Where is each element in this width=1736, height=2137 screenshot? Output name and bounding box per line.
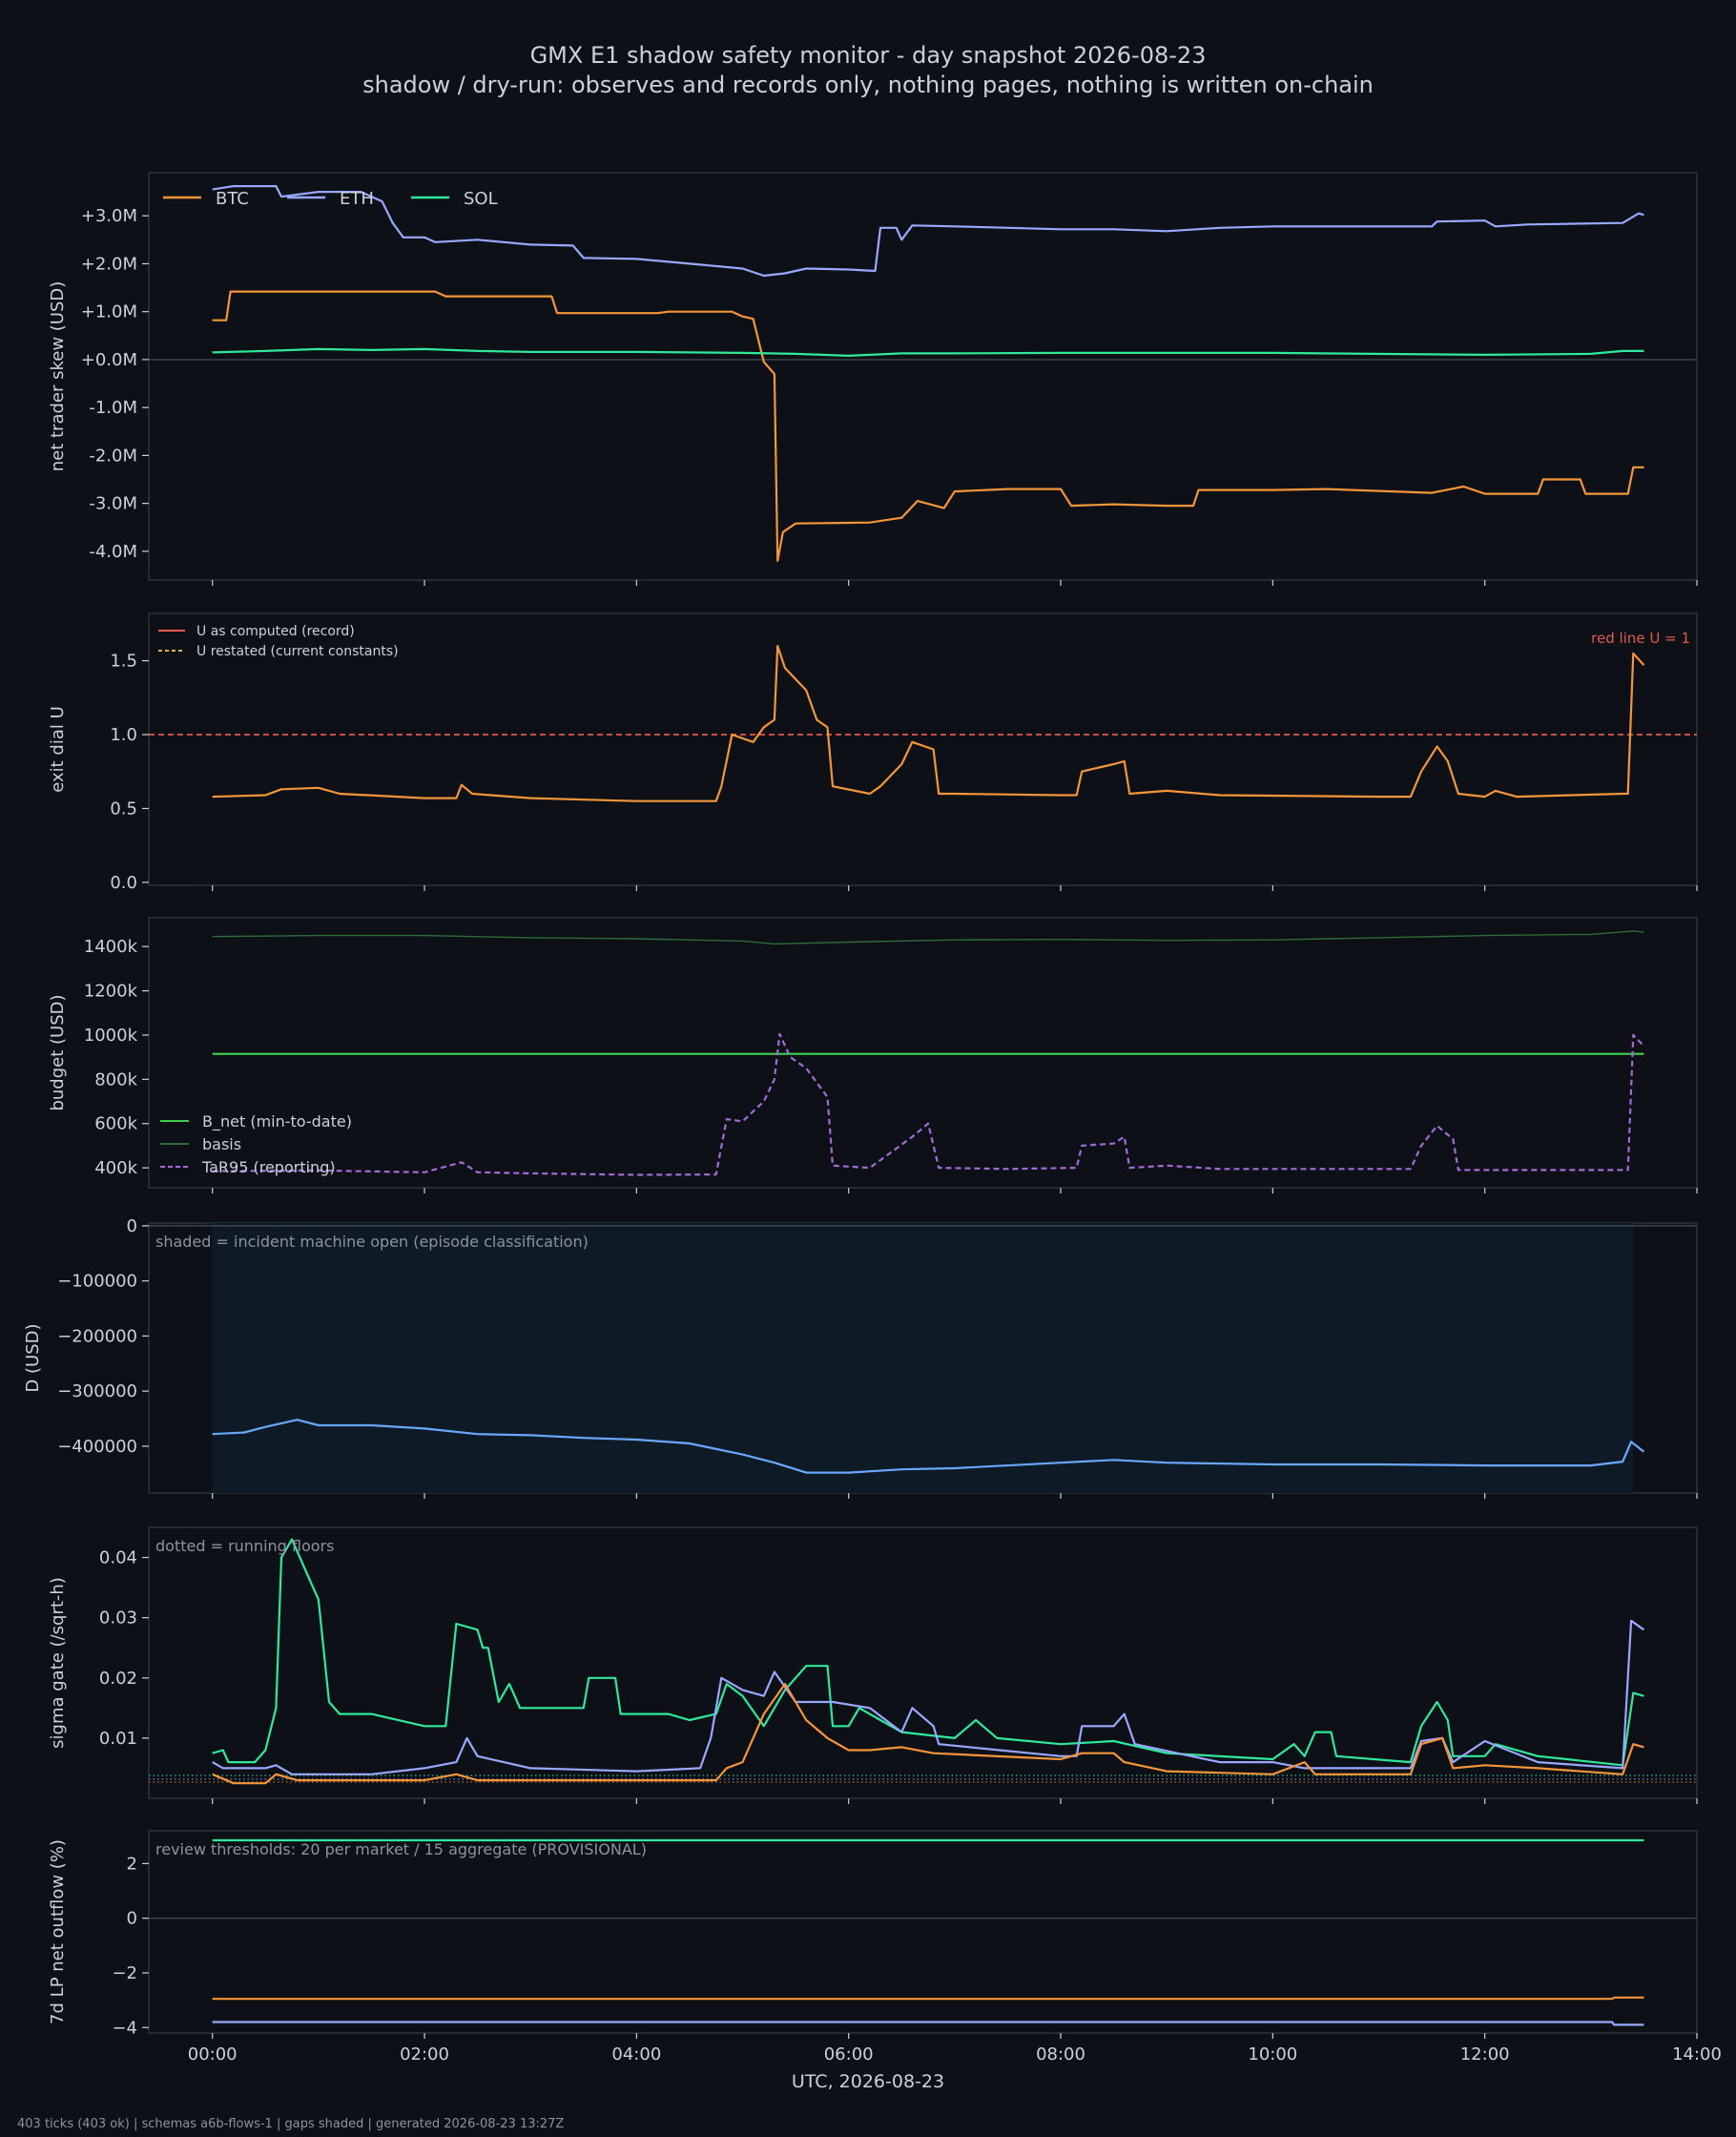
chart-title: GMX E1 shadow safety monitor - day snaps… bbox=[530, 42, 1207, 69]
x-tick-label: 12:00 bbox=[1460, 2044, 1510, 2064]
y-axis-label: exit dial U bbox=[48, 706, 68, 793]
y-axis-label: D (USD) bbox=[23, 1323, 43, 1392]
y-tick-label: -2.0M bbox=[89, 446, 137, 466]
series-line-sol bbox=[212, 1538, 1644, 1767]
y-tick-label: −100000 bbox=[57, 1272, 137, 1292]
x-tick-label: 02:00 bbox=[400, 2044, 449, 2064]
footer-status: 403 ticks (403 ok) | schemas a6b-flows-1… bbox=[17, 2117, 564, 2131]
panel-annotation: review thresholds: 20 per market / 15 ag… bbox=[155, 1840, 647, 1858]
y-tick-label: 1200k bbox=[84, 982, 138, 1002]
y-tick-label: −400000 bbox=[57, 1437, 137, 1457]
x-tick-label: 06:00 bbox=[824, 2044, 874, 2064]
x-tick-label: 14:00 bbox=[1672, 2044, 1722, 2064]
y-tick-label: 1.5 bbox=[110, 652, 137, 672]
y-tick-label: 800k bbox=[94, 1069, 137, 1089]
x-tick-label: 04:00 bbox=[611, 2044, 661, 2064]
y-tick-label: 1000k bbox=[84, 1026, 138, 1046]
series-line-basis bbox=[212, 930, 1644, 945]
y-tick-label: −2 bbox=[112, 1963, 137, 1983]
y-tick-label: 0.02 bbox=[99, 1669, 137, 1689]
y-tick-label: 600k bbox=[94, 1114, 137, 1134]
panel-annotation: shaded = incident machine open (episode … bbox=[155, 1233, 589, 1251]
series-line-eth bbox=[212, 1619, 1645, 1775]
legend-label: basis bbox=[202, 1135, 241, 1153]
series-line-eth bbox=[212, 2021, 1644, 2026]
panel-budget: 400k 600k 800k 1000k 1200k 1400k budget (USD) B… bbox=[48, 917, 1698, 1193]
y-tick-label: +0.0M bbox=[81, 350, 137, 370]
y-tick-label: 0.03 bbox=[99, 1608, 137, 1629]
y-axis-label: net trader skew (USD) bbox=[48, 281, 68, 472]
chart-subtitle: shadow / dry-run: observes and records o… bbox=[362, 72, 1374, 98]
x-tick-label: 00:00 bbox=[188, 2044, 238, 2064]
panel-frame bbox=[148, 1526, 1698, 1799]
series-line-sol bbox=[212, 347, 1644, 357]
y-tick-label: 1.0 bbox=[110, 725, 137, 745]
series-line-u bbox=[212, 645, 1645, 802]
red-line-label: red line U = 1 bbox=[1591, 630, 1690, 647]
panel-frame bbox=[148, 917, 1698, 1189]
panel-annotation: dotted = running floors bbox=[155, 1537, 334, 1555]
y-tick-label: -4.0M bbox=[89, 542, 137, 562]
y-axis-label: 7d LP net outflow (%) bbox=[48, 1839, 68, 2024]
panel-lp_outflow: 2 0 −2 −4 00:00 02:00 04:00 06:00 08:00 10:00 12:0… bbox=[48, 1830, 1722, 2064]
legend-label: U as computed (record) bbox=[196, 624, 355, 639]
y-tick-label: 0.04 bbox=[99, 1548, 137, 1568]
legend-label: B_net (min-to-date) bbox=[202, 1112, 352, 1131]
y-tick-label: +2.0M bbox=[81, 254, 137, 274]
y-tick-label: −4 bbox=[112, 2018, 137, 2038]
panel-frame bbox=[148, 172, 1698, 581]
y-tick-label: +3.0M bbox=[81, 206, 137, 226]
x-tick-label: 08:00 bbox=[1036, 2044, 1085, 2064]
y-tick-label: −200000 bbox=[57, 1326, 137, 1346]
legend-label: U restated (current constants) bbox=[196, 644, 399, 659]
y-tick-label: 1400k bbox=[84, 937, 138, 957]
y-tick-label: 0 bbox=[127, 1216, 137, 1236]
panels: +3.0M +2.0M +1.0M +0.0M -1.0M -2.0M -3.0M -4.0M… bbox=[23, 172, 1722, 2064]
x-tick-label: 10:00 bbox=[1248, 2044, 1297, 2064]
y-tick-label: 0 bbox=[127, 1909, 137, 1929]
y-tick-label: 2 bbox=[127, 1854, 137, 1874]
series-line-eth bbox=[212, 185, 1644, 278]
series-line-btc bbox=[212, 1683, 1644, 1785]
panel-exit_dial: 0.0 0.5 1.0 1.5 exit dial U red line U = 1 U a… bbox=[48, 612, 1698, 893]
panel-skew: +3.0M +2.0M +1.0M +0.0M -1.0M -2.0M -3.0M -4.0M… bbox=[48, 172, 1698, 586]
y-tick-label: 0.0 bbox=[110, 873, 137, 893]
legend-label: BTC bbox=[216, 189, 249, 209]
legend-label: ETH bbox=[340, 189, 374, 209]
y-axis-label: sigma gate (/sqrt-h) bbox=[48, 1577, 68, 1749]
y-axis-label: budget (USD) bbox=[48, 994, 68, 1110]
incident-shade bbox=[212, 1223, 1634, 1493]
series-line-btc bbox=[212, 1996, 1644, 2001]
legend-label: SOL bbox=[464, 189, 498, 209]
y-tick-label: 400k bbox=[94, 1158, 137, 1178]
y-tick-label: -3.0M bbox=[89, 494, 137, 514]
series-line-d bbox=[212, 1419, 1645, 1474]
y-tick-label: -1.0M bbox=[89, 398, 137, 418]
panel-d: 0 −100000 −200000 −300000 −400000 D (USD) shad… bbox=[23, 1216, 1698, 1499]
y-tick-label: 0.5 bbox=[110, 799, 137, 819]
y-tick-label: +1.0M bbox=[81, 302, 137, 322]
panel-frame bbox=[148, 1830, 1698, 2034]
series-line-btc bbox=[212, 290, 1644, 562]
legend-label: TaR95 (reporting) bbox=[201, 1158, 336, 1176]
x-axis-label: UTC, 2026-08-23 bbox=[792, 2071, 944, 2092]
y-tick-label: −300000 bbox=[57, 1381, 137, 1401]
y-tick-label: 0.01 bbox=[99, 1729, 137, 1749]
series-line-tar95 bbox=[212, 1032, 1645, 1176]
panel-sigma: 0.01 0.02 0.03 0.04 sigma gate (/sqrt-h) dott… bbox=[48, 1526, 1698, 1804]
